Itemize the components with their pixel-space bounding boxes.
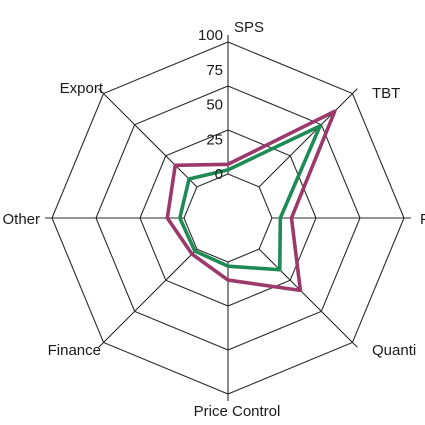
radar-spokes	[45, 35, 411, 401]
grid-spoke	[258, 88, 358, 188]
tick-label-0: 0	[215, 166, 223, 183]
axis-label-4: Price Control	[194, 403, 281, 420]
axis-label-6: Other	[2, 211, 40, 228]
grid-spoke	[98, 88, 198, 188]
axis-label-2: P	[420, 211, 425, 228]
axis-label-7: Export	[60, 80, 104, 97]
grid-spoke	[98, 248, 198, 348]
tick-label-75: 75	[206, 62, 223, 79]
grid-spoke	[258, 248, 358, 348]
series-line-1	[165, 109, 337, 293]
tick-label-25: 25	[206, 131, 223, 148]
series-line-2	[178, 124, 322, 272]
grid-ring	[183, 173, 273, 263]
axis-label-3: Quanti	[372, 342, 416, 359]
axis-label-1: TBT	[372, 85, 400, 102]
radar-series-group	[165, 109, 337, 293]
tick-label-100: 100	[198, 27, 223, 44]
axis-labels: SPS TBT P Quanti Price Control Finance Other Ex…	[2, 19, 425, 420]
radial-tick-labels: 0 25 50 75 100	[198, 27, 223, 183]
tick-label-50: 50	[206, 97, 223, 114]
axis-label-5: Finance	[48, 342, 101, 359]
axis-label-0: SPS	[234, 19, 264, 36]
